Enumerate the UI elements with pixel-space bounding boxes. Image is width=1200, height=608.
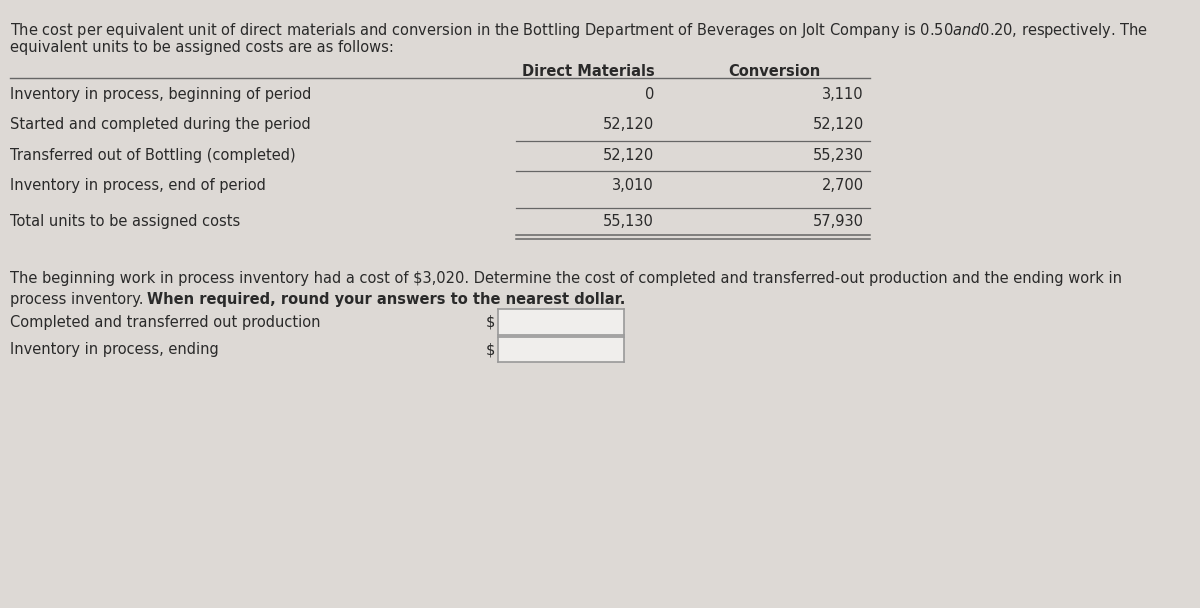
Text: Direct Materials: Direct Materials [522,64,654,79]
Text: Started and completed during the period: Started and completed during the period [10,117,311,132]
Text: Inventory in process, end of period: Inventory in process, end of period [10,178,265,193]
Text: 3,010: 3,010 [612,178,654,193]
Text: 55,130: 55,130 [604,215,654,229]
Text: The cost per equivalent unit of direct materials and conversion in the Bottling : The cost per equivalent unit of direct m… [10,21,1147,40]
Text: 52,120: 52,120 [812,117,864,132]
Text: $: $ [486,342,496,357]
Text: Completed and transferred out production: Completed and transferred out production [10,315,320,330]
Text: The beginning work in process inventory had a cost of $3,020. Determine the cost: The beginning work in process inventory … [10,271,1122,286]
Text: Inventory in process, beginning of period: Inventory in process, beginning of perio… [10,87,311,102]
Text: equivalent units to be assigned costs are as follows:: equivalent units to be assigned costs ar… [10,40,394,55]
Text: 0: 0 [644,87,654,102]
Text: 57,930: 57,930 [814,215,864,229]
Text: $: $ [486,315,496,330]
Text: Conversion: Conversion [728,64,820,79]
Text: 3,110: 3,110 [822,87,864,102]
Text: When required, round your answers to the nearest dollar.: When required, round your answers to the… [148,292,625,307]
Text: 52,120: 52,120 [602,117,654,132]
Text: 55,230: 55,230 [814,148,864,162]
Text: 2,700: 2,700 [822,178,864,193]
Text: 52,120: 52,120 [602,148,654,162]
Text: Inventory in process, ending: Inventory in process, ending [10,342,218,357]
Text: process inventory.: process inventory. [10,292,148,307]
Text: Total units to be assigned costs: Total units to be assigned costs [10,215,240,229]
Text: Transferred out of Bottling (completed): Transferred out of Bottling (completed) [10,148,295,162]
